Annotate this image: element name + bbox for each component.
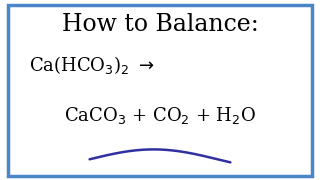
Text: Ca(HCO$_3$)$_2$ $\rightarrow$: Ca(HCO$_3$)$_2$ $\rightarrow$ xyxy=(29,54,154,76)
Text: How to Balance:: How to Balance: xyxy=(62,13,258,36)
FancyBboxPatch shape xyxy=(8,4,312,176)
Text: CaCO$_3$ + CO$_2$ + H$_2$O: CaCO$_3$ + CO$_2$ + H$_2$O xyxy=(64,105,256,126)
